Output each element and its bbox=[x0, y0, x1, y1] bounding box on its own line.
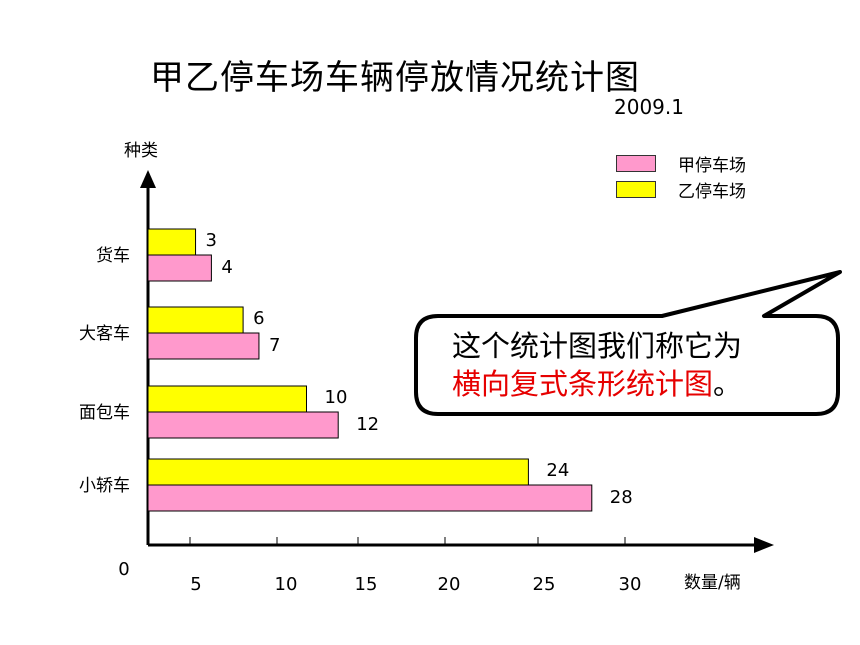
category-label: 货车 bbox=[96, 246, 130, 266]
callout-highlight: 横向复式条形统计图 bbox=[452, 367, 714, 401]
legend-item-jia: 甲停车场 bbox=[616, 150, 746, 176]
callout-line-1: 这个统计图我们称它为 bbox=[452, 329, 743, 363]
callout-tail: 。 bbox=[713, 367, 743, 401]
data-label-jia: 7 bbox=[269, 335, 280, 356]
x-tick-label: 25 bbox=[533, 574, 556, 595]
bar-jia bbox=[147, 484, 593, 512]
legend: 甲停车场 乙停车场 bbox=[616, 150, 746, 202]
legend-label-jia: 甲停车场 bbox=[678, 155, 746, 176]
x-tick-label: 15 bbox=[355, 574, 378, 595]
x-tick-label: 20 bbox=[438, 574, 461, 595]
bar-jia bbox=[147, 332, 260, 360]
chart-date: 2009.1 bbox=[614, 95, 684, 119]
bar-jia bbox=[147, 411, 339, 439]
origin-label: 0 bbox=[118, 559, 129, 580]
legend-swatch-yi bbox=[616, 180, 656, 198]
data-label-yi: 6 bbox=[253, 308, 264, 329]
data-label-yi: 10 bbox=[325, 387, 348, 408]
x-tick-label: 5 bbox=[190, 574, 201, 595]
x-axis-label: 数量/辆 bbox=[684, 573, 741, 593]
category-label: 小轿车 bbox=[79, 476, 130, 496]
y-axis-arrow bbox=[140, 170, 156, 188]
bar-jia bbox=[147, 254, 212, 282]
callout-bubble bbox=[414, 270, 842, 416]
bar-yi bbox=[147, 306, 244, 334]
data-label-jia: 12 bbox=[356, 414, 379, 435]
x-tick-label: 10 bbox=[275, 574, 298, 595]
legend-item-yi: 乙停车场 bbox=[616, 176, 746, 202]
data-label-yi: 3 bbox=[206, 230, 217, 251]
legend-label-yi: 乙停车场 bbox=[678, 181, 746, 202]
bar-yi bbox=[147, 385, 307, 413]
callout-line-2: 横向复式条形统计图。 bbox=[452, 365, 742, 403]
bars-group bbox=[147, 228, 593, 512]
x-axis-arrow bbox=[754, 537, 774, 553]
bar-yi bbox=[147, 458, 529, 486]
data-label-yi: 24 bbox=[546, 460, 569, 481]
chart-title: 甲乙停车场车辆停放情况统计图 bbox=[150, 58, 640, 98]
callout-outline bbox=[414, 270, 842, 416]
category-label: 面包车 bbox=[79, 403, 130, 423]
x-tick-label: 30 bbox=[619, 574, 642, 595]
labels-group: 5 10 15 20 25 30 0 34 货车 67 大客车 10 12 面包车 24 28 小轿车 bbox=[79, 230, 641, 595]
callout-text: 这个统计图我们称它为 横向复式条形统计图。 bbox=[452, 327, 742, 403]
category-label: 大客车 bbox=[79, 324, 130, 344]
data-label-jia: 4 bbox=[221, 257, 232, 278]
legend-swatch-jia bbox=[616, 154, 656, 172]
y-axis-label: 种类 bbox=[124, 141, 158, 161]
data-label-jia: 28 bbox=[610, 487, 633, 508]
bar-yi bbox=[147, 228, 197, 256]
